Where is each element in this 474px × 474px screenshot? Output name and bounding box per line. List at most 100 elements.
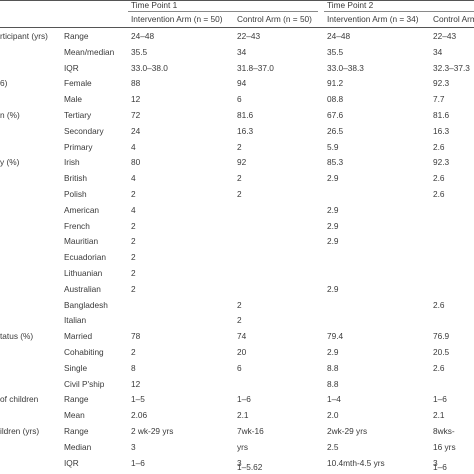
table-cell: 92.3 <box>433 157 450 168</box>
row-label: IQR <box>64 62 79 73</box>
row-label: Primary <box>64 141 93 152</box>
table-cell: 2.9 <box>327 283 339 294</box>
table-cell: 67.6 <box>327 110 344 120</box>
table-cell: 24 <box>131 125 141 136</box>
table-cell: 32.3–37.3 <box>433 62 470 73</box>
table-cell: 2.1 <box>433 410 445 421</box>
table-cell: 24–48 <box>131 31 155 41</box>
table-cell: 24–48 <box>327 31 351 41</box>
table-cell: 1–6 <box>433 394 447 405</box>
table-cell: 3 <box>131 441 136 452</box>
table-cell: 1–6 <box>237 394 251 405</box>
table-cell: 2.06 <box>131 410 148 421</box>
row-group-label: tatus (%) <box>0 331 34 342</box>
header-top-rule <box>0 0 474 1</box>
table-cell: 16.3 <box>433 125 450 136</box>
table-cell: 2 <box>237 315 242 326</box>
row-label: American <box>64 204 100 215</box>
table-cell: 2 wk-29 yrs <box>131 426 174 436</box>
row-label: Range <box>64 31 89 41</box>
table-cell: 81.6 <box>433 110 450 120</box>
time-point-2-rule <box>324 11 474 12</box>
row-label: Range <box>64 394 89 405</box>
table-cell: 20 <box>237 347 247 357</box>
table-cell: 2wk-29 yrs <box>327 426 368 436</box>
table-cell: 35.5 <box>327 46 344 57</box>
table-cell: 2 <box>237 173 242 184</box>
table-cell: 88 <box>131 78 141 89</box>
table-cell: 7wk-16 <box>237 426 264 436</box>
row-group-label: rticipant (yrs) <box>0 31 48 41</box>
table-cell: 2.6 <box>433 299 445 310</box>
row-label: IQR <box>64 457 79 468</box>
row-label: Median <box>64 441 92 452</box>
table-cell: 85.3 <box>327 157 344 168</box>
table-cell: 2.9 <box>327 220 339 231</box>
table-cell: 7.7 <box>433 94 445 105</box>
table-cell: 2.9 <box>327 236 339 247</box>
table-cell: 2.6 <box>433 189 445 199</box>
row-label: Lithuanian <box>64 268 103 278</box>
header-bottom-rule <box>0 27 474 28</box>
table-cell: 12 <box>131 94 141 105</box>
table-cell: 76.9 <box>433 331 450 342</box>
table-cell: 2 <box>131 189 136 199</box>
table-cell: 74 <box>237 331 247 342</box>
table-cell: 2.9 <box>327 204 339 215</box>
row-label: Bangladesh <box>64 299 108 310</box>
intervention-arm-1-header: Intervention Arm (n = 50) <box>131 14 223 24</box>
row-group-label: 6) <box>0 78 8 89</box>
table-cell: 2 <box>131 268 136 278</box>
table-cell: 8.8 <box>327 362 339 373</box>
table-cell: 22–43 <box>237 31 261 41</box>
row-label: Secondary <box>64 125 104 136</box>
table-cell: 92 <box>237 157 247 168</box>
row-label: Polish <box>64 189 87 199</box>
row-label: Italian <box>64 315 87 326</box>
table-cell: 94 <box>237 78 247 89</box>
table-cell: 1–6 <box>131 457 145 468</box>
table-cell: 1–5.62 <box>237 462 263 472</box>
time-point-1-header: Time Point 1 <box>131 0 178 10</box>
table-cell: 6 <box>237 362 242 373</box>
table-cell: 8 <box>131 362 136 373</box>
table-cell: 3 <box>433 457 438 468</box>
time-point-2-header: Time Point 2 <box>327 0 374 10</box>
row-label: Mauritian <box>64 236 99 247</box>
table-cell: 16 yrs <box>433 441 456 452</box>
row-label: Range <box>64 426 89 436</box>
table-cell: 2.6 <box>433 141 445 152</box>
intervention-arm-2-header: Intervention Arm (n = 34) <box>327 14 419 24</box>
row-label: Mean/median <box>64 46 115 57</box>
row-label: Australian <box>64 283 101 294</box>
row-label: British <box>64 173 88 184</box>
table-cell: 91.2 <box>327 78 344 89</box>
table-cell: 35.5 <box>131 46 148 57</box>
table-cell: 16.3 <box>237 125 254 136</box>
table-cell: 79.4 <box>327 331 344 342</box>
row-group-label: ildren (yrs) <box>0 426 40 436</box>
table-cell: 81.6 <box>237 110 254 120</box>
row-label: Tertiary <box>64 110 92 120</box>
table-cell: 6 <box>237 94 242 105</box>
table-cell: 34 <box>237 46 247 57</box>
table-cell: 26.5 <box>327 125 344 136</box>
row-label: Cohabiting <box>64 347 104 357</box>
table-cell: 2.9 <box>327 347 339 357</box>
table-cell: 3 <box>237 457 242 468</box>
table-cell: 2 <box>131 347 136 357</box>
table-cell: 2 <box>131 283 136 294</box>
table-cell: 8.8 <box>327 378 339 389</box>
row-label: French <box>64 220 90 231</box>
table-cell: 33.0–38.0 <box>131 62 168 73</box>
table-cell: 2 <box>131 220 136 231</box>
table-cell: 08.8 <box>327 94 344 105</box>
table-cell: 2.6 <box>433 173 445 184</box>
table-cell: 72 <box>131 110 141 120</box>
table-cell: 2.1 <box>237 410 249 421</box>
table-cell: 5.9 <box>327 141 339 152</box>
control-arm-1-header: Control Arm (n = 50) <box>237 14 312 24</box>
row-group-label: of children <box>0 394 39 405</box>
table-cell: 31.8–37.0 <box>237 62 274 73</box>
row-label: Civil P'ship <box>64 378 105 389</box>
